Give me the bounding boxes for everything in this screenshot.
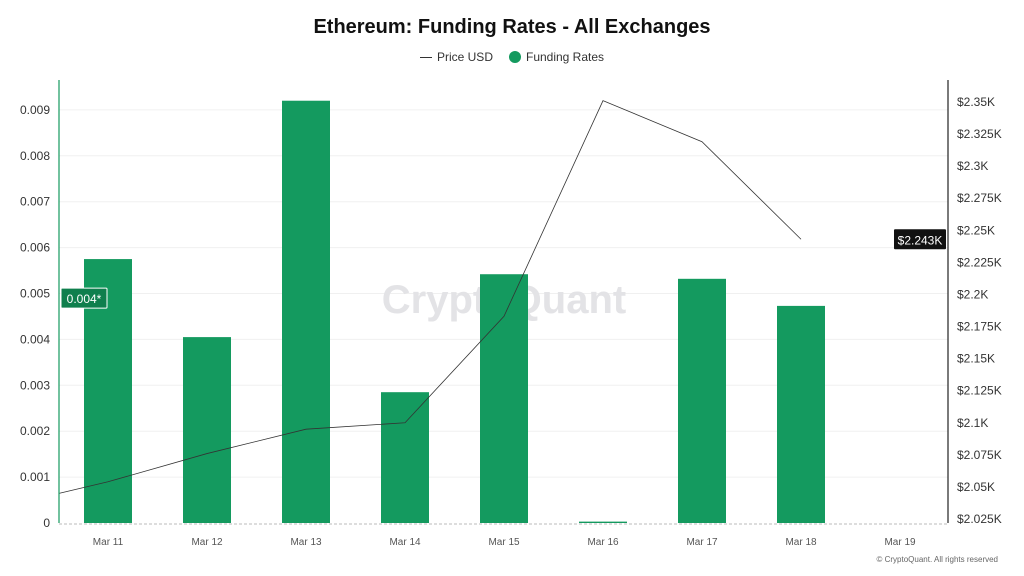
x-tick-label: Mar 17 xyxy=(686,537,718,548)
current-funding-label: 0.004* xyxy=(67,292,102,306)
legend-label: Price USD xyxy=(436,50,493,64)
legend-item-funding[interactable]: Funding Rates xyxy=(508,50,605,64)
x-tick-label: Mar 16 xyxy=(587,537,619,548)
left-tick-label: 0.003 xyxy=(20,378,50,392)
right-tick-label: $2.325K xyxy=(957,127,1002,141)
left-tick-label: 0.006 xyxy=(20,241,50,255)
x-tick-label: Mar 13 xyxy=(290,537,322,548)
right-tick-label: $2.35K xyxy=(957,95,995,109)
dot-swatch-icon xyxy=(508,51,521,63)
price-line xyxy=(58,100,802,494)
left-tick-label: 0.009 xyxy=(20,103,50,117)
chart-title: Ethereum: Funding Rates - All Exchanges xyxy=(313,16,711,38)
right-tick-label: $2.275K xyxy=(957,191,1002,205)
right-tick-label: $2.175K xyxy=(957,320,1002,334)
right-tick-label: $2.225K xyxy=(957,255,1002,269)
right-tick-label: $2.25K xyxy=(957,223,995,237)
funding-bar xyxy=(480,274,528,523)
legend-item-price[interactable]: Price USD xyxy=(419,50,493,64)
right-tick-label: $2.15K xyxy=(957,352,995,366)
left-tick-label: 0 xyxy=(43,516,50,530)
left-tick-label: 0.007 xyxy=(20,195,50,209)
x-tick-label: Mar 14 xyxy=(389,537,421,548)
right-tick-label: $2.2K xyxy=(957,287,988,301)
x-tick-label: Mar 11 xyxy=(93,537,124,548)
funding-bar xyxy=(678,278,726,523)
funding-bar xyxy=(777,305,825,523)
legend-label: Funding Rates xyxy=(525,50,605,64)
line-swatch-icon xyxy=(419,56,432,58)
funding-bar xyxy=(282,100,330,523)
right-tick-label: $2.125K xyxy=(957,384,1002,398)
funding-bar xyxy=(579,521,627,523)
funding-bar xyxy=(183,337,231,523)
left-tick-label: 0.005 xyxy=(20,287,50,301)
right-tick-label: $2.05K xyxy=(957,480,995,494)
left-tick-label: 0.002 xyxy=(20,424,50,438)
x-tick-label: Mar 19 xyxy=(884,537,916,548)
x-tick-label: Mar 12 xyxy=(191,537,223,548)
right-tick-label: $2.1K xyxy=(957,416,988,430)
copyright: © CryptoQuant. All rights reserved xyxy=(876,555,999,564)
x-tick-label: Mar 18 xyxy=(785,537,817,548)
right-tick-label: $2.3K xyxy=(957,159,988,173)
left-tick-label: 0.004 xyxy=(20,332,50,346)
current-funding-badge xyxy=(60,287,108,309)
right-tick-label: $2.025K xyxy=(957,512,1002,526)
left-tick-label: 0.001 xyxy=(20,470,50,484)
current-price-label: $2.243K xyxy=(898,233,943,247)
legend: Price USD Funding Rates xyxy=(0,50,1024,64)
funding-bar xyxy=(381,392,429,523)
left-tick-label: 0.008 xyxy=(20,149,50,163)
x-tick-label: Mar 15 xyxy=(488,537,520,548)
right-tick-label: $2.075K xyxy=(957,448,1002,462)
current-price-badge xyxy=(894,229,946,250)
